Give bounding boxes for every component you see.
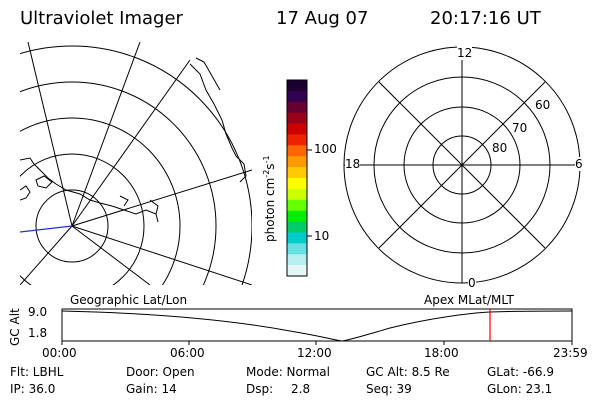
colorbar-unit-main: photon cm (263, 177, 277, 242)
mlat-label-70: 70 (512, 121, 528, 135)
timeline-xtick-1: 06:00 (170, 346, 205, 360)
status-glat: GLat: -66.9 (487, 365, 554, 379)
colorbar-tick-label-10: 10 (314, 229, 330, 243)
colorbar-band (287, 156, 307, 168)
colorbar-band (287, 101, 307, 114)
timeline-panel (61, 308, 573, 345)
mlat-label-60: 60 (535, 98, 551, 112)
timeline-ylabel: GC Alt (8, 308, 22, 346)
colorbar-band (287, 167, 307, 179)
mlt-label-6: 6 (575, 157, 583, 171)
colorbar-band (287, 80, 307, 92)
status-mode: Mode: Normal (246, 365, 330, 379)
colorbar-unit-sup2: -1 (262, 155, 271, 164)
mlat-label-80: 80 (492, 141, 508, 155)
status-dsp-label: Dsp: (246, 382, 274, 396)
colorbar-band (287, 112, 307, 125)
colorbar-band (287, 134, 307, 146)
date-label: 17 Aug 07 (276, 8, 369, 29)
timeline-ytick-top: 9.0 (28, 305, 48, 319)
geographic-map (20, 42, 252, 285)
colorbar-band (287, 199, 307, 212)
timeline-xtick-0: 00:00 (42, 346, 77, 360)
mlt-label-0: 0 (468, 276, 476, 290)
colorbar-tick-label-100: 100 (314, 142, 337, 156)
mlt-label-18: 18 (345, 157, 361, 171)
colorbar-band (287, 254, 307, 266)
geographic-caption: Geographic Lat/Lon (70, 293, 188, 307)
mlt-label-12: 12 (457, 46, 473, 60)
colorbar-unit-label: photon cm-2s-1 (262, 155, 277, 242)
colorbar-band (287, 90, 307, 103)
colorbar-band (287, 145, 307, 157)
colorbar-unit-sup1: -2 (262, 169, 271, 178)
time-label: 20:17:16 UT (430, 8, 541, 29)
status-ip: IP: 36.0 (10, 382, 56, 396)
colorbar-frame (286, 79, 308, 277)
colorbar-band (287, 123, 307, 135)
colorbar-band (287, 265, 307, 277)
instrument-title: Ultraviolet Imager (20, 8, 183, 29)
colorbar-band (287, 243, 307, 255)
status-door: Door: Open (126, 365, 195, 379)
colorbar-band (287, 188, 307, 201)
status-dsp-value: 2.8 (291, 382, 311, 396)
timeline-xtick-3: 18:00 (424, 346, 459, 360)
polar-plot (343, 46, 581, 284)
apex-caption: Apex MLat/MLT (424, 293, 514, 307)
colorbar-band (287, 221, 307, 233)
status-gc-alt: GC Alt: 8.5 Re (366, 365, 450, 379)
status-seq: Seq: 39 (366, 382, 412, 396)
timeline-xtick-2: 12:00 (297, 346, 332, 360)
colorbar (287, 80, 307, 277)
status-glon: GLon: 23.1 (487, 382, 553, 396)
colorbar-unit-mid: s (263, 163, 277, 170)
timeline-ytick-bottom: 1.8 (28, 326, 48, 340)
colorbar-band (287, 210, 307, 223)
status-filter: Flt: LBHL (10, 365, 64, 379)
timeline-xtick-4: 23:59 (553, 346, 588, 360)
colorbar-band (287, 178, 307, 190)
status-gain: Gain: 14 (126, 382, 177, 396)
colorbar-band (287, 232, 307, 244)
